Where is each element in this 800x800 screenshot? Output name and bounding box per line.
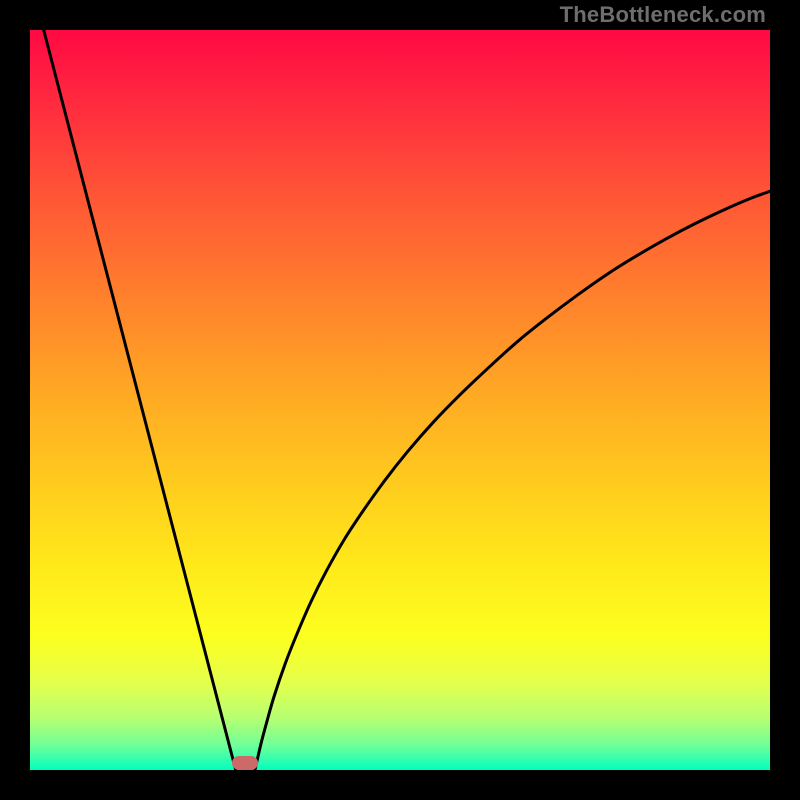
chart-container: TheBottleneck.com (0, 0, 800, 800)
bottleneck-marker (232, 756, 258, 770)
left-line (44, 30, 236, 770)
right-curve (255, 191, 770, 770)
plot-area (30, 30, 770, 770)
watermark-text: TheBottleneck.com (560, 2, 766, 28)
curve-overlay (30, 30, 770, 770)
